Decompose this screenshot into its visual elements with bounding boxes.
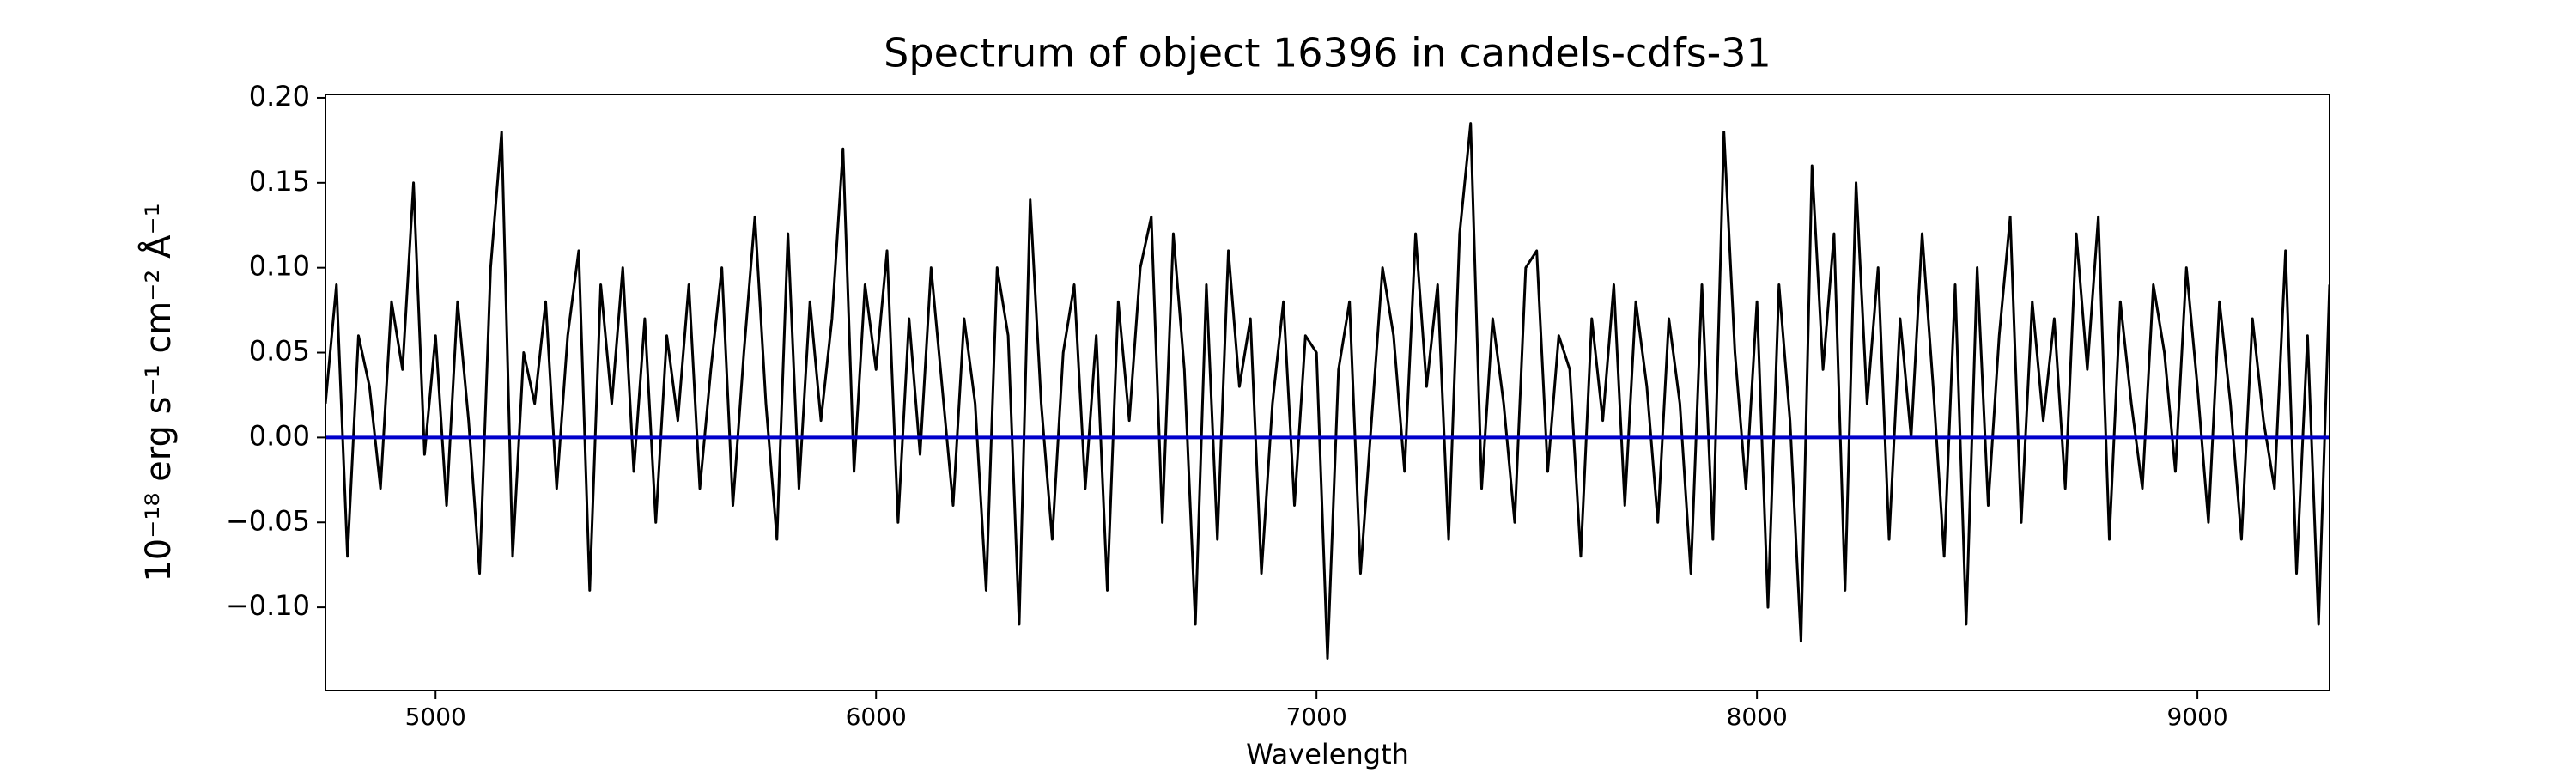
y-tick-label: 0.15 xyxy=(249,165,310,198)
y-tick-label: −0.10 xyxy=(226,589,310,622)
y-tick-label: 0.20 xyxy=(249,80,310,113)
x-tick-label: 5000 xyxy=(405,703,466,731)
plot-frame xyxy=(325,94,2330,691)
y-axis-label: 10⁻¹⁸ erg s⁻¹ cm⁻² Å⁻¹ xyxy=(137,203,179,581)
y-tick-label: −0.05 xyxy=(226,504,310,537)
x-axis-label: Wavelength xyxy=(1246,738,1409,770)
spectrum-line xyxy=(325,122,2330,660)
y-tick-label: 0.00 xyxy=(249,419,310,452)
chart-title: Spectrum of object 16396 in candels-cdfs… xyxy=(884,30,1771,76)
x-tick-label: 8000 xyxy=(1727,703,1788,731)
x-tick-label: 6000 xyxy=(846,703,907,731)
x-tick-label: 9000 xyxy=(2166,703,2227,731)
y-tick-label: 0.10 xyxy=(249,250,310,283)
y-tick-label: 0.05 xyxy=(249,335,310,368)
x-tick-label: 7000 xyxy=(1286,703,1347,731)
